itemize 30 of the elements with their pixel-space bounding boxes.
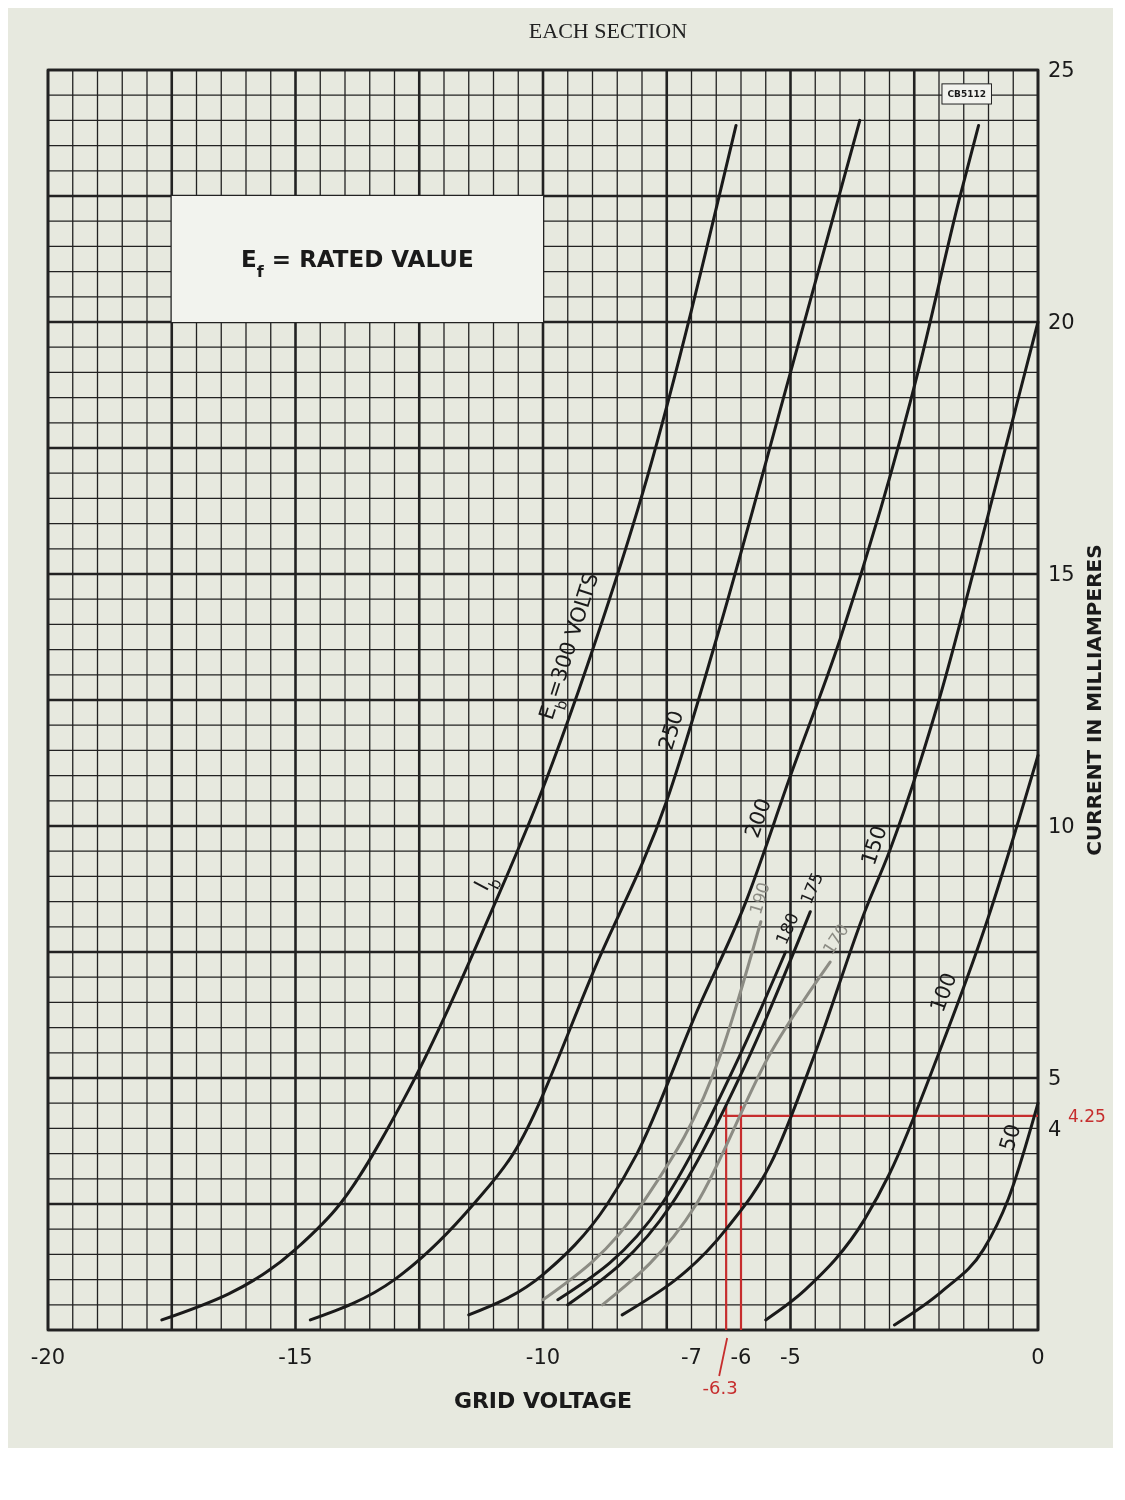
x-axis-title: GRID VOLTAGE xyxy=(453,1388,633,1413)
x-tick-label: -6 xyxy=(730,1345,752,1369)
x-tick-label: -15 xyxy=(278,1345,313,1369)
line-series xyxy=(600,960,832,1307)
y-axis-title: CURRENT IN MILLIAMPERES xyxy=(1082,544,1106,856)
text: 175 xyxy=(795,869,828,907)
chart-title: EACH SECTION xyxy=(528,18,688,43)
annotation: E$_{f}$ = RATED VALUE xyxy=(241,246,474,281)
line-series xyxy=(541,920,763,1302)
text: 150 xyxy=(856,822,892,869)
x-tick-label: -20 xyxy=(30,1345,66,1369)
annotation: CB5112 xyxy=(947,89,986,100)
text: 250 xyxy=(653,707,689,754)
y-tick-label: 5 xyxy=(1048,1066,1062,1091)
text: 190 xyxy=(745,879,774,917)
y-tick-label: 25 xyxy=(1048,58,1075,83)
text: 100 xyxy=(925,969,962,1016)
ref-line-label: -6.3 xyxy=(702,1377,738,1398)
y-tick-label: 10 xyxy=(1048,814,1075,839)
x-tick-label: 0 xyxy=(1031,1345,1045,1369)
x-tick-label: -10 xyxy=(525,1345,561,1369)
text: 180 xyxy=(771,909,803,948)
y-tick-label: 4 xyxy=(1048,1116,1062,1141)
text: 50 xyxy=(994,1121,1026,1154)
ref-line-label: 4.25 xyxy=(1068,1105,1106,1126)
x-tick-label: -7 xyxy=(681,1345,702,1369)
x-tick-label: -5 xyxy=(780,1345,801,1369)
y-tick-label: 15 xyxy=(1048,562,1075,587)
text: 200 xyxy=(739,795,776,841)
y-tick-label: 20 xyxy=(1048,310,1075,335)
